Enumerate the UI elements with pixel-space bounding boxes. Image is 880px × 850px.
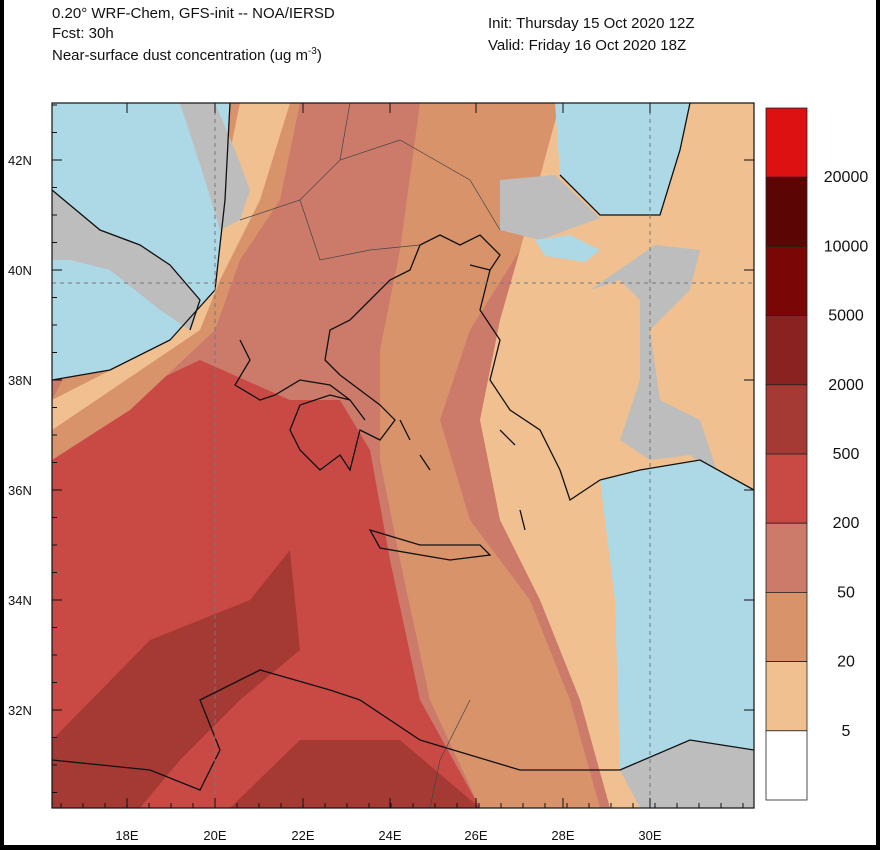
axis-ticks: 42N 40N 38N 36N 34N 32N 18E 20E 22E 24E 26E 28E 30E [8,103,754,843]
colorbar-box [765,661,808,732]
colorbar-label: 2000 [828,377,864,394]
colorbar-box [765,176,808,247]
lon-label: 22E [291,828,314,843]
field-close: ) [317,47,322,64]
colorbar-box [765,522,808,593]
land-mask [52,190,200,330]
lon-label: 18E [115,828,138,843]
colorbar-box [765,592,808,663]
lat-label: 38N [8,373,32,388]
sea [600,460,754,790]
coastline [368,528,492,561]
field-text: Near-surface dust concentration (ug m [52,47,308,64]
field-exponent: -3 [308,46,317,57]
lon-label: 30E [638,828,661,843]
lat-label: 36N [8,483,32,498]
colorbar-label: 5 [842,723,851,740]
colorbar-box [765,453,808,524]
coastline [599,459,754,491]
init-time: Init: Thursday 15 Oct 2020 12Z [488,15,695,32]
border [239,103,501,808]
sea [555,103,690,215]
coastline [234,234,501,472]
coastline [559,103,691,216]
lat-label: 32N [8,703,32,718]
coastline [52,669,754,791]
graticule [52,103,754,808]
colorbar-box [765,245,808,316]
land-mask [180,103,250,230]
lon-label: 20E [203,828,226,843]
colorbar-label: 50 [837,584,855,601]
dust-field [52,550,300,808]
forecast-hour: Fcst: 30h [52,25,114,42]
land-mask [500,175,600,240]
colorbar-box [765,315,808,386]
coastline [52,103,231,381]
lon-label: 28E [551,828,574,843]
land-mask [620,740,754,808]
valid-time: Valid: Friday 16 Oct 2020 18Z [488,37,686,54]
lon-label: 24E [378,828,401,843]
dust-field [230,740,480,808]
colorbar-box [765,384,808,455]
colorbar-label: 10000 [824,238,869,255]
field-name: Near-surface dust concentration (ug m-3) [52,46,322,64]
colorbar-label: 20 [837,654,855,671]
map [52,103,754,808]
land-mask [590,245,720,480]
lat-label: 40N [8,263,32,278]
lat-label: 42N [8,153,32,168]
colorbar-label: 500 [833,446,860,463]
colorbar-label: 5000 [828,308,864,325]
model-line: 0.20° WRF-Chem, GFS-init -- NOA/IERSD [52,5,335,22]
coastline [479,269,601,502]
coastlines [52,103,754,791]
map-frame [51,102,755,809]
dust-field [380,103,600,808]
colorbar-box [765,730,808,801]
sea [535,235,600,262]
colorbar-label: 20000 [824,169,869,186]
colorbar-label: 200 [833,515,860,532]
lat-label: 34N [8,593,32,608]
colorbar-box [765,107,808,178]
borders [239,103,501,808]
lon-label: 26E [464,828,487,843]
coastline [52,189,201,331]
island [349,399,526,531]
colorbar: 20000 10000 5000 2000 500 200 50 20 5 [765,107,869,801]
